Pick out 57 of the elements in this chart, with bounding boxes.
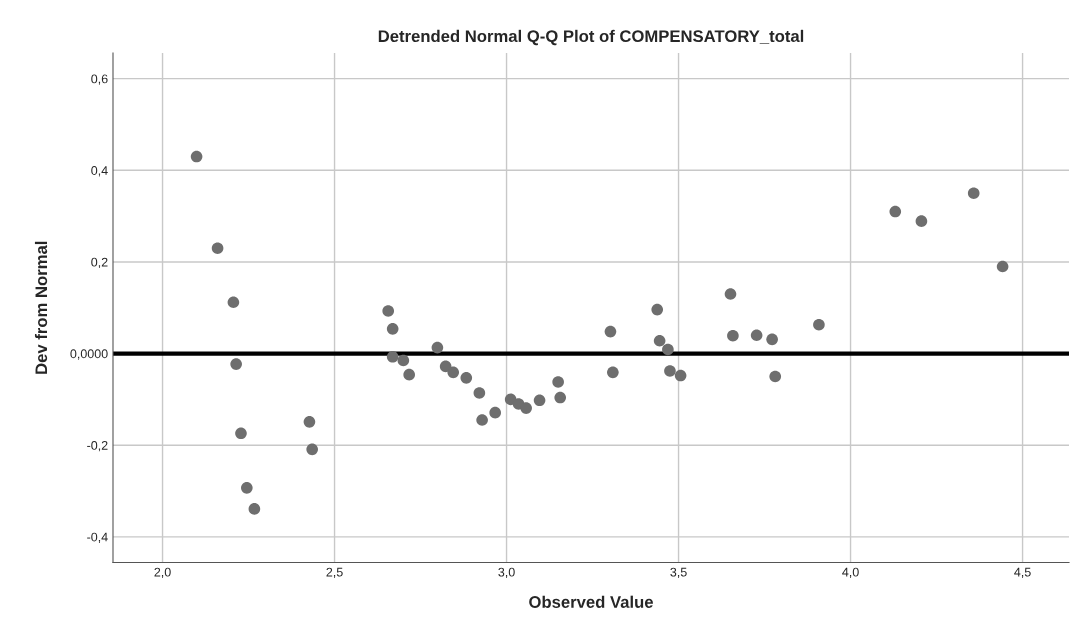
point bbox=[766, 333, 778, 346]
x-tick-label: 4,0 bbox=[842, 567, 859, 579]
y-tick-label: 0,4 bbox=[91, 166, 108, 177]
point bbox=[303, 416, 316, 428]
point bbox=[431, 341, 444, 354]
point bbox=[607, 366, 619, 379]
point bbox=[439, 360, 452, 373]
y-tick-label: 0,6 bbox=[91, 74, 108, 85]
point bbox=[674, 369, 687, 382]
y-tick-label: 0,2 bbox=[91, 257, 108, 269]
point bbox=[915, 215, 928, 227]
chart-title: Detrended Normal Q-Q Plot of COMPENSATORY_total bbox=[378, 29, 804, 46]
point bbox=[750, 329, 763, 342]
point bbox=[248, 503, 261, 515]
point bbox=[552, 376, 564, 388]
point bbox=[190, 150, 203, 163]
point bbox=[651, 303, 664, 316]
y-axis-title: Dev from Normal bbox=[34, 241, 48, 374]
point bbox=[447, 366, 460, 379]
y-tick-label: 0,0000 bbox=[70, 349, 108, 360]
point bbox=[662, 343, 674, 356]
point bbox=[604, 325, 617, 338]
point bbox=[533, 394, 546, 407]
x-tick-label: 2,0 bbox=[154, 567, 171, 579]
point bbox=[227, 296, 240, 309]
x-tick-label: 2,5 bbox=[326, 567, 343, 579]
point bbox=[306, 443, 318, 456]
y-tick-label: -0,4 bbox=[87, 532, 108, 543]
point bbox=[473, 387, 486, 399]
point bbox=[889, 205, 902, 218]
point bbox=[382, 305, 395, 317]
point bbox=[727, 329, 739, 342]
point bbox=[664, 365, 676, 377]
point bbox=[235, 427, 247, 440]
point bbox=[230, 358, 242, 370]
point bbox=[653, 334, 666, 347]
y-tick-label: -0,2 bbox=[87, 441, 108, 452]
x-axis-title: Observed Value bbox=[529, 595, 653, 608]
x-tick-label: 3,5 bbox=[670, 567, 687, 579]
x-tick-label: 3,0 bbox=[498, 567, 515, 579]
point bbox=[769, 370, 782, 383]
point bbox=[211, 242, 224, 254]
point bbox=[489, 406, 501, 419]
point bbox=[967, 187, 980, 200]
point bbox=[460, 372, 473, 384]
point bbox=[386, 323, 399, 335]
point bbox=[241, 482, 253, 494]
x-tick-label: 4,5 bbox=[1014, 567, 1031, 579]
point bbox=[724, 288, 737, 300]
point bbox=[397, 354, 410, 367]
point bbox=[554, 391, 567, 404]
point bbox=[403, 368, 415, 381]
point bbox=[520, 402, 532, 414]
point bbox=[996, 260, 1009, 273]
point bbox=[386, 350, 399, 363]
point bbox=[476, 414, 488, 426]
point bbox=[813, 318, 825, 331]
